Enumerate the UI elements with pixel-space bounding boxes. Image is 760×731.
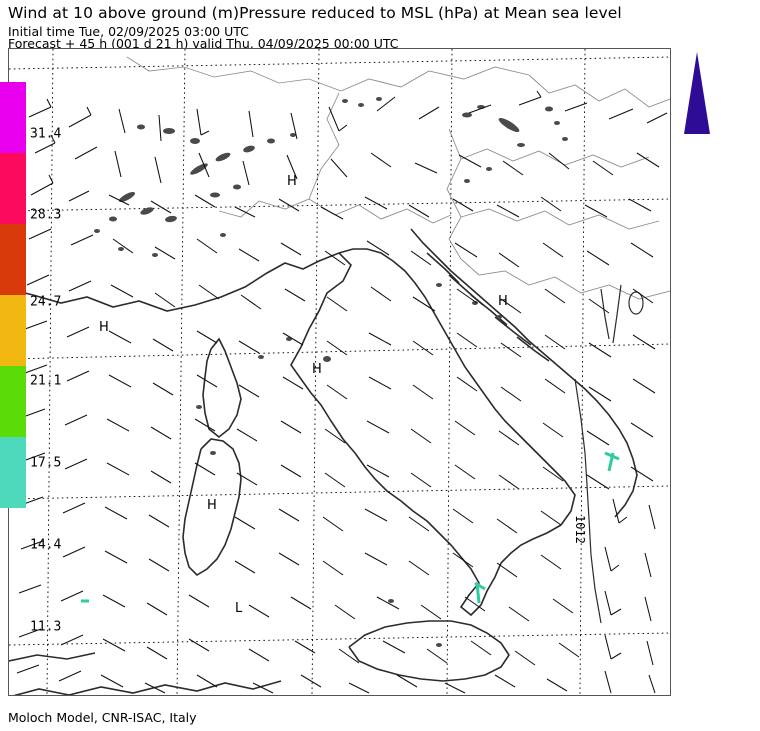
forecast-label: Forecast + 45 h (001 d 21 h) valid Thu, … bbox=[8, 36, 399, 51]
colorbar-band-yellow bbox=[0, 295, 26, 366]
terrain-speckles bbox=[94, 97, 568, 647]
isobar-label-1012: 1012 bbox=[573, 515, 587, 544]
map-canvas[interactable]: H H H H H L 1012 bbox=[8, 48, 671, 696]
pressure-marker-l-1: L bbox=[235, 601, 243, 616]
colorbar-tick-21-1: 21.1 bbox=[30, 373, 62, 389]
wind-barbs bbox=[16, 90, 668, 694]
graticule bbox=[9, 49, 670, 695]
colorbar-tick-31-4: 31.4 bbox=[30, 126, 62, 142]
title-wind: Wind at 10 above ground (m) bbox=[8, 4, 240, 22]
colorbar-tick-17-5: 17.5 bbox=[30, 455, 62, 471]
map-graphics bbox=[9, 49, 670, 695]
page-title: Wind at 10 above ground (m)Pressure redu… bbox=[8, 4, 622, 22]
colorbar-band-orange bbox=[0, 224, 26, 295]
pressure-marker-h-4: H bbox=[498, 294, 508, 309]
colorbar-band-green bbox=[0, 366, 26, 437]
colorbar-tick-14-4: 14.4 bbox=[30, 537, 62, 553]
country-borders bbox=[126, 56, 670, 300]
model-credit: Moloch Model, CNR-ISAC, Italy bbox=[8, 710, 197, 725]
colorbar-band-teal bbox=[0, 437, 26, 508]
header: Wind at 10 above ground (m)Pressure redu… bbox=[0, 0, 760, 51]
colorbar-band-magenta bbox=[0, 82, 26, 153]
coastline-italy bbox=[9, 228, 638, 695]
colorbar-arrow-top bbox=[684, 52, 710, 134]
pressure-marker-h-5: H bbox=[207, 498, 217, 513]
colorbar-tick-28-3: 28.3 bbox=[30, 207, 62, 223]
title-pressure: Pressure reduced to MSL (hPa) at Mean se… bbox=[239, 4, 622, 22]
initial-time-label: Initial time Tue, 02/09/2025 03:00 UTC bbox=[8, 24, 249, 39]
colorbar-band-pink bbox=[0, 153, 26, 224]
pressure-marker-h-2: H bbox=[99, 320, 109, 335]
wind-barb-highlight bbox=[81, 451, 620, 604]
pressure-marker-h-1: H bbox=[287, 174, 297, 189]
pressure-marker-h-3: H bbox=[312, 362, 322, 377]
colorbar-tick-24-7: 24.7 bbox=[30, 294, 62, 310]
isobar-contour bbox=[574, 284, 622, 624]
colorbar-tick-11-3: 11.3 bbox=[30, 619, 62, 635]
